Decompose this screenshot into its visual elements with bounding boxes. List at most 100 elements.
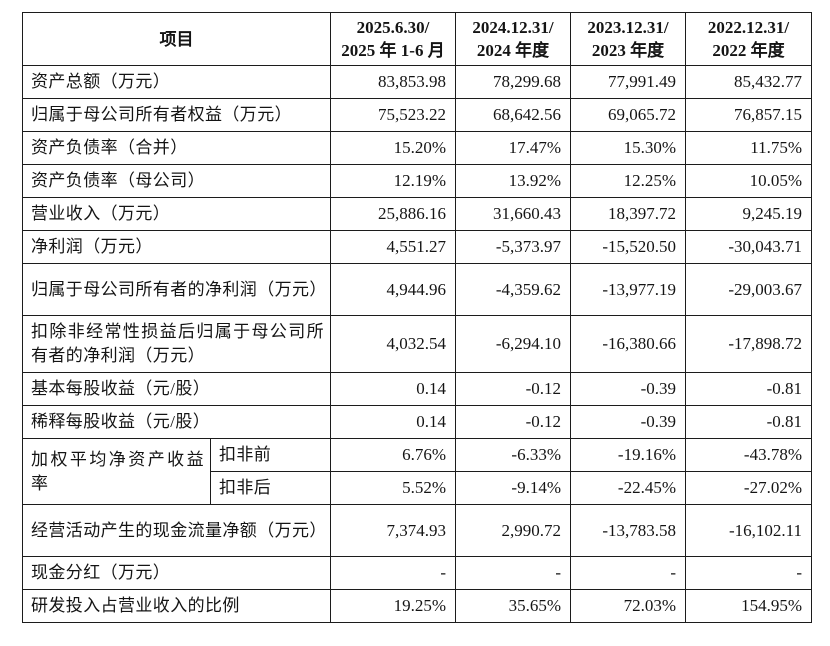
row-label: 营业收入（万元） — [22, 197, 331, 231]
cell-value: 0.14 — [330, 405, 456, 439]
header-period-line2: 2023 年度 — [591, 41, 665, 60]
header-row: 项目 2025.6.30/ 2025 年 1-6 月 2024.12.31/ 2… — [22, 12, 812, 66]
cell-value: -43.78% — [685, 438, 812, 472]
row-label: 现金分红（万元） — [22, 556, 331, 590]
cell-value: -13,783.58 — [570, 504, 686, 557]
cell-value: -0.12 — [455, 405, 571, 439]
table-row: 扣非后 5.52% -9.14% -22.45% -27.02% — [23, 471, 812, 505]
header-period-line1: 2024.12.31/ — [472, 18, 554, 37]
cell-value: 12.19% — [330, 164, 456, 198]
header-period-2025: 2025.6.30/ 2025 年 1-6 月 — [330, 12, 456, 66]
cell-value: 68,642.56 — [455, 98, 571, 132]
header-period-line1: 2023.12.31/ — [587, 18, 669, 37]
table-row: 现金分红（万元） - - - - — [22, 556, 812, 590]
row-label: 资产负债率（合并） — [22, 131, 331, 165]
cell-value: -15,520.50 — [570, 230, 686, 264]
table-row: 研发投入占营业收入的比例 19.25% 35.65% 72.03% 154.95… — [22, 589, 812, 623]
cell-value: -9.14% — [455, 471, 571, 505]
row-label: 经营活动产生的现金流量净额（万元） — [22, 504, 331, 557]
cell-value: 15.20% — [330, 131, 456, 165]
cell-value: 2,990.72 — [455, 504, 571, 557]
cell-value: -22.45% — [570, 471, 686, 505]
cell-value: -19.16% — [570, 438, 686, 472]
row-label: 扣除非经常性损益后归属于母公司所有者的净利润（万元） — [22, 315, 331, 373]
header-item-cell: 项目 — [22, 12, 331, 66]
header-period-line1: 2022.12.31/ — [707, 18, 790, 37]
header-period-line2: 2025 年 1-6 月 — [341, 41, 445, 60]
cell-value: -0.39 — [570, 372, 686, 406]
cell-value: - — [455, 556, 571, 590]
cell-value: 35.65% — [455, 589, 571, 623]
table-row: 归属于母公司所有者的净利润（万元） 4,944.96 -4,359.62 -13… — [22, 263, 812, 316]
table-row: 净利润（万元） 4,551.27 -5,373.97 -15,520.50 -3… — [22, 230, 812, 264]
row-group-label: 加权平均净资产收益率 — [22, 438, 211, 505]
row-sub-label: 扣非前 — [210, 438, 331, 472]
row-label: 基本每股收益（元/股） — [22, 372, 331, 406]
cell-value: - — [570, 556, 686, 590]
cell-value: -6,294.10 — [455, 315, 571, 373]
cell-value: 19.25% — [330, 589, 456, 623]
cell-value: 0.14 — [330, 372, 456, 406]
cell-value: 7,374.93 — [330, 504, 456, 557]
cell-value: 6.76% — [330, 438, 456, 472]
row-label: 归属于母公司所有者权益（万元） — [22, 98, 331, 132]
row-label: 归属于母公司所有者的净利润（万元） — [22, 263, 331, 316]
row-label: 资产总额（万元） — [22, 65, 331, 99]
cell-value: 76,857.15 — [685, 98, 812, 132]
table-row: 加权平均净资产收益率 扣非前 6.76% -6.33% -19.16% -43.… — [22, 438, 812, 505]
row-label: 净利润（万元） — [22, 230, 331, 264]
table-row: 基本每股收益（元/股） 0.14 -0.12 -0.39 -0.81 — [22, 372, 812, 406]
table-row: 经营活动产生的现金流量净额（万元） 7,374.93 2,990.72 -13,… — [22, 504, 812, 557]
row-label: 研发投入占营业收入的比例 — [22, 589, 331, 623]
table-row: 资产负债率（合并） 15.20% 17.47% 15.30% 11.75% — [22, 131, 812, 165]
cell-value: 11.75% — [685, 131, 812, 165]
cell-value: 83,853.98 — [330, 65, 456, 99]
cell-value: -16,380.66 — [570, 315, 686, 373]
cell-value: 85,432.77 — [685, 65, 812, 99]
cell-value: 15.30% — [570, 131, 686, 165]
cell-value: - — [685, 556, 812, 590]
financial-summary-table: 项目 2025.6.30/ 2025 年 1-6 月 2024.12.31/ 2… — [22, 12, 812, 623]
cell-value: 18,397.72 — [570, 197, 686, 231]
cell-value: 69,065.72 — [570, 98, 686, 132]
table-row: 归属于母公司所有者权益（万元） 75,523.22 68,642.56 69,0… — [22, 98, 812, 132]
cell-value: 77,991.49 — [570, 65, 686, 99]
cell-value: 25,886.16 — [330, 197, 456, 231]
cell-value: 4,551.27 — [330, 230, 456, 264]
cell-value: -5,373.97 — [455, 230, 571, 264]
cell-value: -0.12 — [455, 372, 571, 406]
table-row: 资产总额（万元） 83,853.98 78,299.68 77,991.49 8… — [22, 65, 812, 99]
cell-value: 31,660.43 — [455, 197, 571, 231]
cell-value: -13,977.19 — [570, 263, 686, 316]
cell-value: 154.95% — [685, 589, 812, 623]
header-period-2022: 2022.12.31/ 2022 年度 — [685, 12, 812, 66]
cell-value: 4,032.54 — [330, 315, 456, 373]
cell-value: -27.02% — [685, 471, 812, 505]
row-label: 稀释每股收益（元/股） — [22, 405, 331, 439]
row-sub-label: 扣非后 — [210, 471, 331, 505]
row-label: 资产负债率（母公司） — [22, 164, 331, 198]
cell-value: 9,245.19 — [685, 197, 812, 231]
cell-value: -16,102.11 — [685, 504, 812, 557]
header-period-2024: 2024.12.31/ 2024 年度 — [455, 12, 571, 66]
cell-value: 78,299.68 — [455, 65, 571, 99]
cell-value: 72.03% — [570, 589, 686, 623]
header-period-line1: 2025.6.30/ — [356, 18, 430, 37]
cell-value: -0.81 — [685, 372, 812, 406]
cell-value: 17.47% — [455, 131, 571, 165]
cell-value: 5.52% — [330, 471, 456, 505]
cell-value: 75,523.22 — [330, 98, 456, 132]
cell-value: 13.92% — [455, 164, 571, 198]
cell-value: -6.33% — [455, 438, 571, 472]
cell-value: -0.81 — [685, 405, 812, 439]
header-period-2023: 2023.12.31/ 2023 年度 — [570, 12, 686, 66]
table-row: 资产负债率（母公司） 12.19% 13.92% 12.25% 10.05% — [22, 164, 812, 198]
cell-value: 4,944.96 — [330, 263, 456, 316]
cell-value: -30,043.71 — [685, 230, 812, 264]
cell-value: -4,359.62 — [455, 263, 571, 316]
table-row: 稀释每股收益（元/股） 0.14 -0.12 -0.39 -0.81 — [22, 405, 812, 439]
header-period-line2: 2022 年度 — [712, 41, 785, 60]
table-row: 营业收入（万元） 25,886.16 31,660.43 18,397.72 9… — [22, 197, 812, 231]
cell-value: -17,898.72 — [685, 315, 812, 373]
cell-value: -29,003.67 — [685, 263, 812, 316]
